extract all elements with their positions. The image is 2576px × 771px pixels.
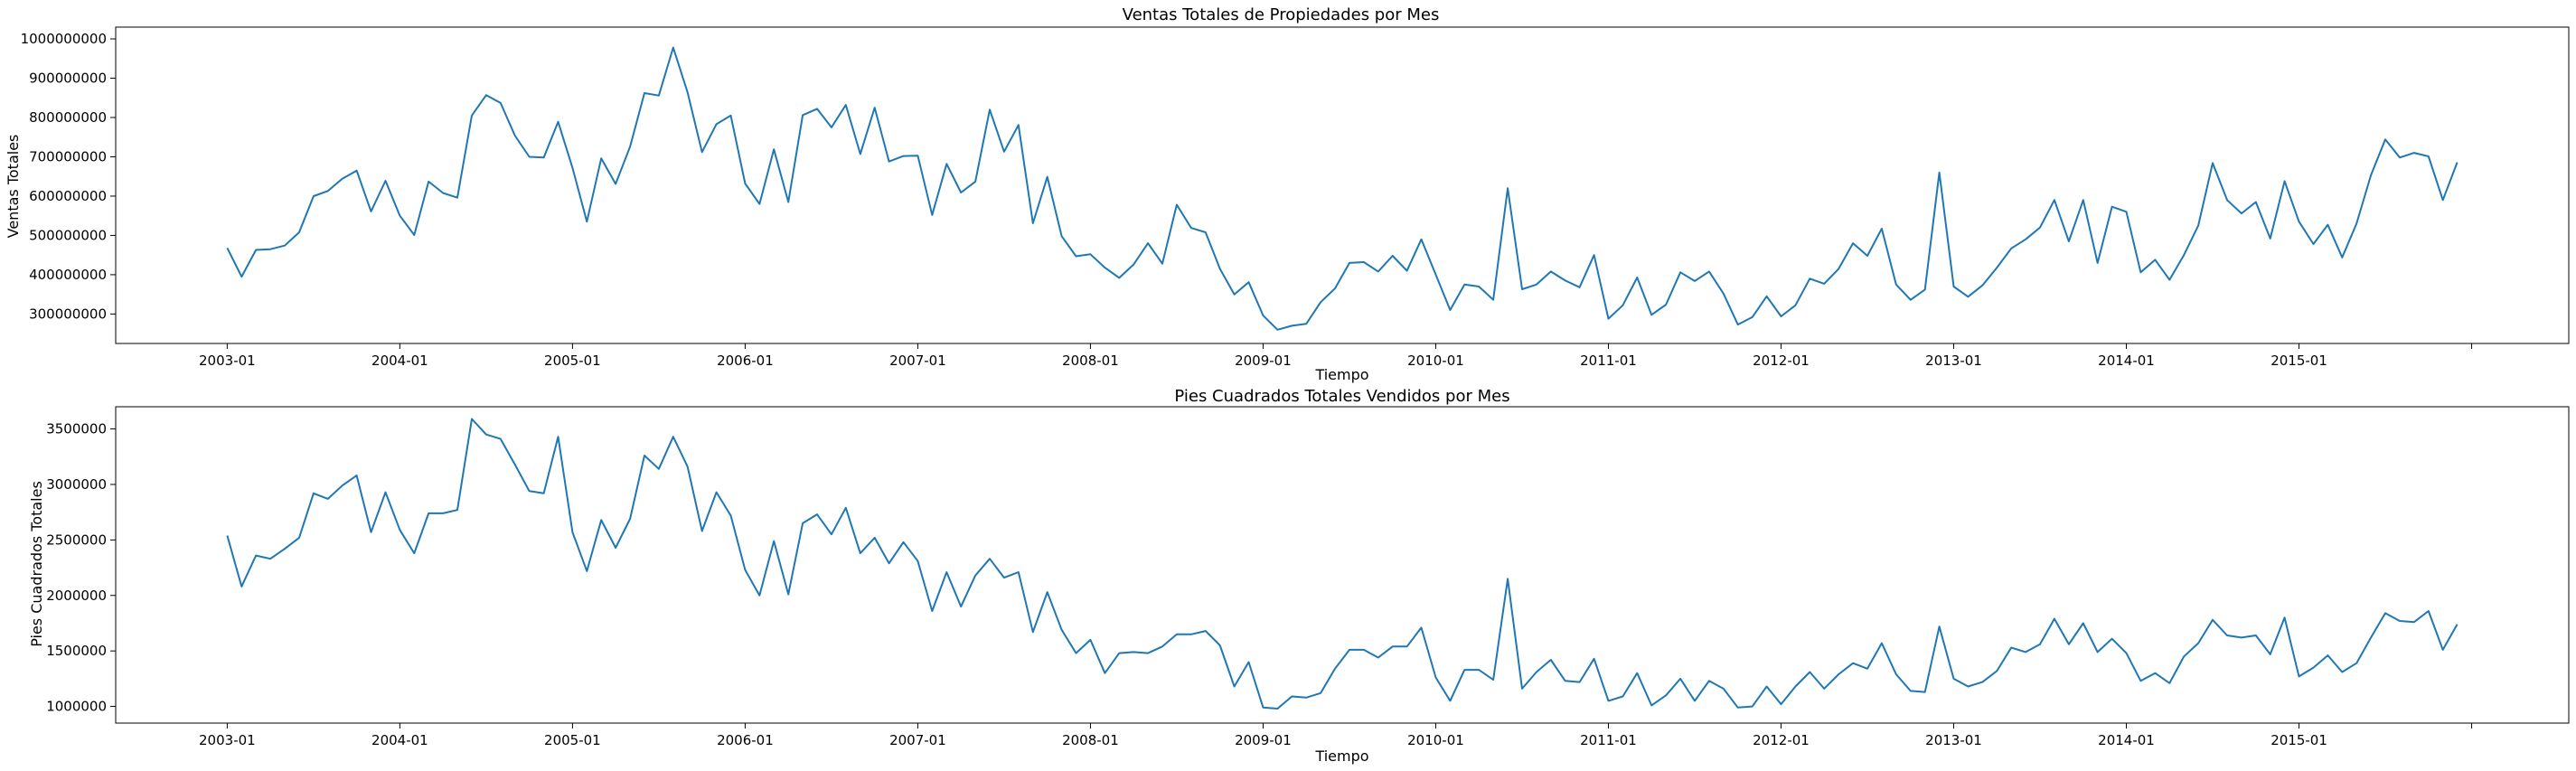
- sales-chart-title: Ventas Totales de Propiedades por Mes: [1123, 5, 1440, 24]
- sqft-chart-xlabel: Tiempo: [1314, 747, 1368, 765]
- sqft-chart-x-tick-label: 2011-01: [1580, 732, 1637, 748]
- sales-chart-x-tick-label: 2015-01: [2270, 353, 2327, 369]
- sales-chart-axes-frame: [115, 26, 2570, 344]
- sales-chart-y-tick-label: 300000000: [29, 306, 107, 322]
- sales-chart-series-line: [226, 46, 2458, 331]
- sales-chart-x-tick-label: 2014-01: [2098, 353, 2155, 369]
- sqft-chart-plot-area: 1000000 1500000 2000000 2500000 3000000 35000…: [46, 406, 2570, 748]
- sales-chart-x-tick-label: 2007-01: [889, 353, 946, 369]
- sales-chart-x-tick-label: 2010-01: [1407, 353, 1464, 369]
- sqft-chart-y-tick-label: 1500000: [46, 643, 107, 659]
- sqft-chart-x-tick-label: 2006-01: [717, 732, 774, 748]
- sqft-chart-y-tick-label: 3000000: [46, 476, 107, 493]
- sqft-chart-y-tick-label: 3500000: [46, 421, 107, 437]
- sqft-chart-x-tick-label: 2005-01: [544, 732, 601, 748]
- sqft-chart-x-tick-label: 2009-01: [1235, 732, 1292, 748]
- sqft-chart-ylabel: Pies Cuadrados Totales: [28, 481, 45, 647]
- sales-chart-y-tick-label: 800000000: [29, 109, 107, 126]
- sqft-chart-axes-frame: [115, 406, 2570, 724]
- sales-chart-x-tick-label: 2009-01: [1235, 353, 1292, 369]
- sales-chart-x-tick-label: 2013-01: [1925, 353, 1982, 369]
- sales-chart-x-tick-label: 2012-01: [1753, 353, 1810, 369]
- sales-chart-y-tick-label: 900000000: [29, 71, 107, 87]
- sqft-chart-series-line: [226, 418, 2458, 710]
- sqft-chart-x-tick-label: 2003-01: [199, 732, 256, 748]
- sqft-chart-x-tick-label: 2008-01: [1062, 732, 1119, 748]
- sqft-chart-y-tick-label: 2500000: [46, 531, 107, 548]
- sales-chart: Ventas Totales de Propiedades por Mes Ti…: [5, 5, 2570, 383]
- sales-chart-x-tick-label: 2006-01: [717, 353, 774, 369]
- sqft-chart-x-tick-label: 2004-01: [371, 732, 428, 748]
- sqft-chart-x-tick-label: 2015-01: [2270, 732, 2327, 748]
- sqft-chart: Pies Cuadrados Totales Vendidos por Mes …: [28, 387, 2570, 765]
- sales-chart-plot-area: 300000000 400000000 500000000 600000000 7000…: [21, 26, 2570, 369]
- sales-chart-y-tick-label: 500000000: [29, 227, 107, 243]
- sales-chart-y-tick-label: 700000000: [29, 148, 107, 165]
- sales-chart-x-tick-label: 2011-01: [1580, 353, 1637, 369]
- sqft-chart-x-tick-label: 2014-01: [2098, 732, 2155, 748]
- sales-chart-y-tick-label: 400000000: [29, 267, 107, 283]
- sales-chart-xlabel: Tiempo: [1314, 366, 1368, 383]
- sales-chart-x-tick-label: 2005-01: [544, 353, 601, 369]
- sqft-chart-y-tick-label: 2000000: [46, 588, 107, 604]
- sqft-chart-title: Pies Cuadrados Totales Vendidos por Mes: [1174, 387, 1509, 406]
- sales-chart-x-tick-label: 2004-01: [371, 353, 428, 369]
- sales-chart-ylabel: Ventas Totales: [5, 135, 22, 239]
- sales-chart-x-tick-label: 2003-01: [199, 353, 256, 369]
- sqft-chart-y-tick-label: 1000000: [46, 699, 107, 715]
- sqft-chart-x-tick-label: 2013-01: [1925, 732, 1982, 748]
- sales-chart-x-tick-label: 2008-01: [1062, 353, 1119, 369]
- sales-chart-y-tick-label: 600000000: [29, 188, 107, 204]
- sqft-chart-x-tick-label: 2010-01: [1407, 732, 1464, 748]
- sqft-chart-x-tick-label: 2007-01: [889, 732, 946, 748]
- sales-chart-y-tick-label: 1000000000: [21, 31, 107, 47]
- sqft-chart-x-tick-label: 2012-01: [1753, 732, 1810, 748]
